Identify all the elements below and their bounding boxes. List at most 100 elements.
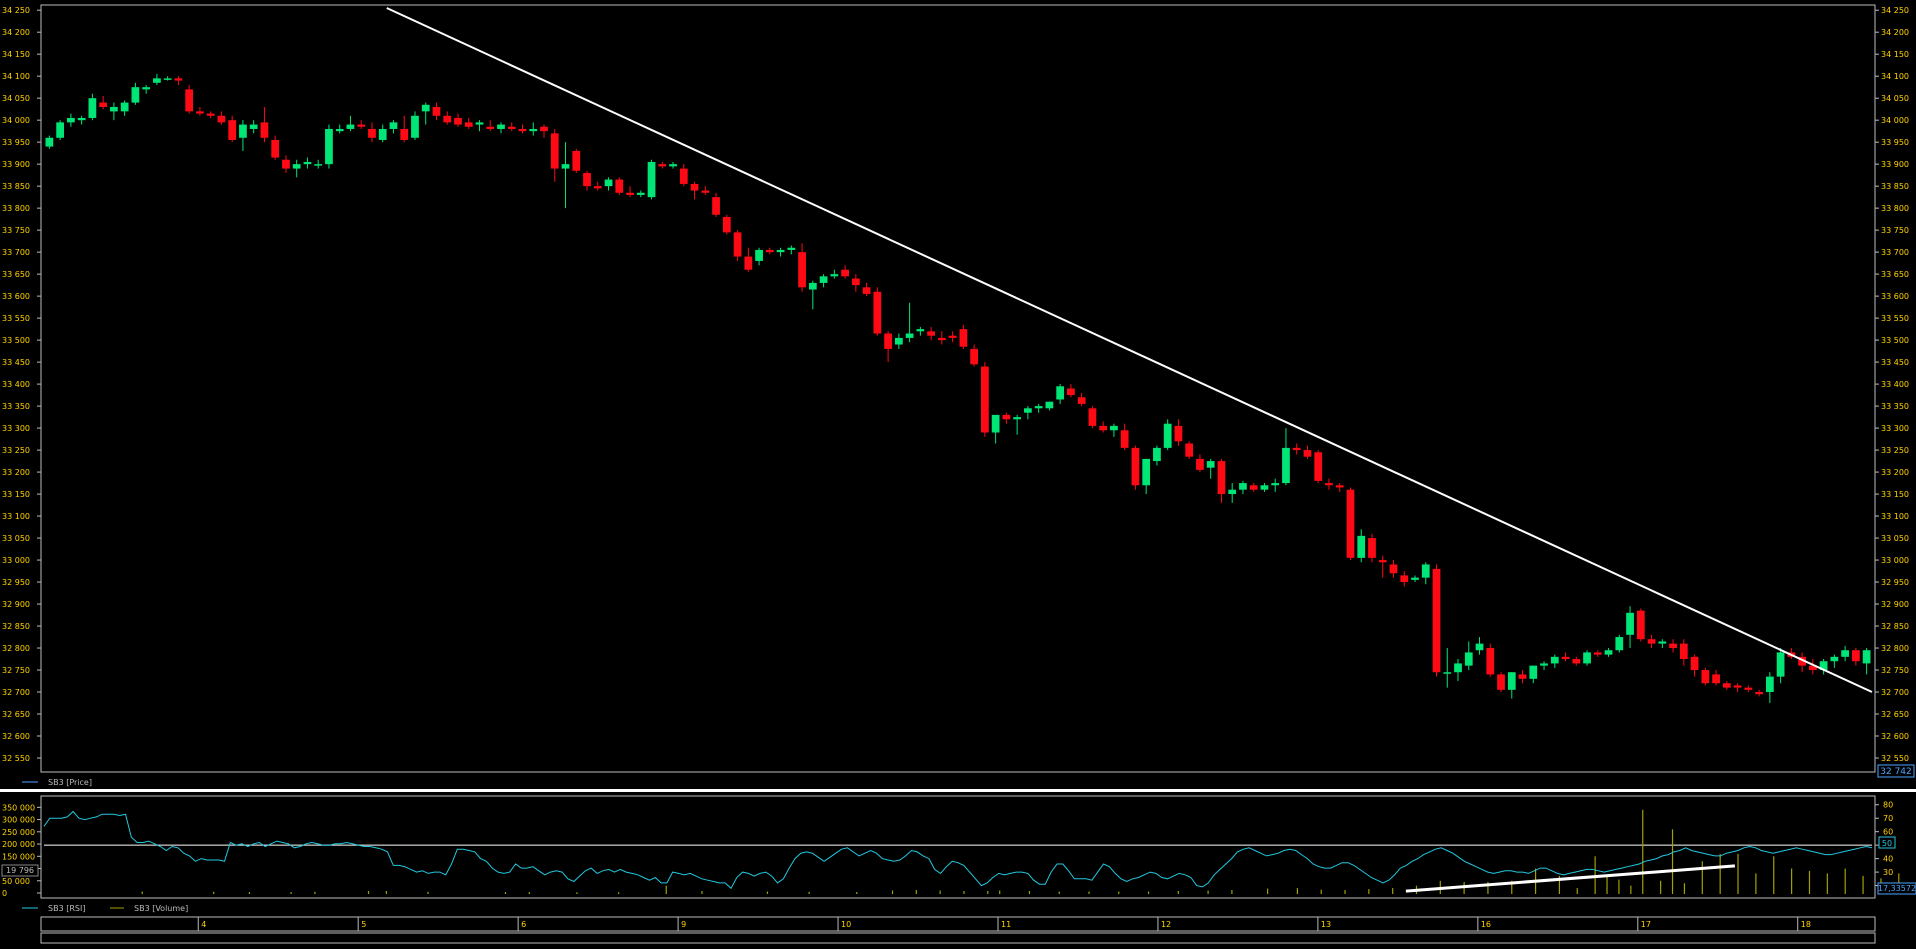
candle xyxy=(798,243,806,292)
candle-body xyxy=(88,98,97,118)
candle xyxy=(916,326,925,336)
candle-body xyxy=(1755,692,1763,695)
price-tick-label-right: 32 700 xyxy=(1881,688,1909,697)
candle xyxy=(153,73,161,85)
candle-body xyxy=(1368,538,1376,558)
candle xyxy=(1626,606,1634,649)
candle xyxy=(120,100,129,116)
price-tick-label-left: 33 500 xyxy=(2,336,30,345)
candle xyxy=(303,157,312,169)
price-tick-label-left: 32 550 xyxy=(2,754,30,763)
candle-body xyxy=(894,337,903,345)
candle xyxy=(1196,454,1204,473)
candle-body xyxy=(841,269,849,277)
candle xyxy=(507,122,516,132)
candle xyxy=(314,159,323,169)
candle xyxy=(67,113,75,127)
candle xyxy=(1851,648,1860,666)
volume-tick-label: 350 000 xyxy=(2,803,35,812)
candle-body xyxy=(1013,417,1022,420)
candle xyxy=(1561,652,1570,662)
candle-body xyxy=(1540,663,1548,666)
candle xyxy=(1722,681,1731,690)
candle xyxy=(1690,654,1699,677)
candle xyxy=(1443,648,1452,688)
candle xyxy=(765,247,774,255)
candle xyxy=(1701,667,1710,686)
candle-body xyxy=(1099,425,1108,431)
price-tick-label-left: 33 250 xyxy=(2,446,30,455)
candle-body xyxy=(45,137,54,147)
candle xyxy=(1679,639,1688,666)
candle xyxy=(454,113,462,127)
price-tick-label-right: 33 100 xyxy=(1881,512,1909,521)
price-legend-label[interactable]: SB3 [Price] xyxy=(48,778,92,787)
candle xyxy=(733,230,742,261)
candle xyxy=(1841,645,1849,662)
candle xyxy=(1099,421,1108,433)
candle-body xyxy=(744,256,753,270)
candle xyxy=(1669,639,1677,653)
price-panel-frame xyxy=(40,4,1876,773)
candle-body xyxy=(927,331,935,336)
price-tick-label-right: 34 150 xyxy=(1881,50,1909,59)
lower-trendline[interactable] xyxy=(1405,864,1736,893)
candle xyxy=(1314,450,1323,484)
candle-body xyxy=(1217,461,1226,495)
candle xyxy=(701,186,710,195)
price-tick-label-left: 32 750 xyxy=(2,666,30,675)
candle-body xyxy=(1045,401,1054,409)
candle-body xyxy=(325,128,333,165)
volume-tick-label: 0 xyxy=(2,889,7,898)
candle-body xyxy=(153,78,161,83)
price-tick-label-right: 34 100 xyxy=(1881,72,1909,81)
candle xyxy=(1454,659,1462,682)
candle-body xyxy=(1314,452,1323,481)
candle-body xyxy=(1518,674,1527,679)
volume-legend-label[interactable]: SB3 [Volume] xyxy=(134,904,188,913)
candle-body xyxy=(110,106,118,112)
candle xyxy=(357,120,366,129)
price-tick-label-left: 33 900 xyxy=(2,160,30,169)
price-tick-label-right: 34 000 xyxy=(1881,116,1909,125)
horizontal-scrollbar[interactable] xyxy=(40,932,1876,944)
candle-body xyxy=(1765,676,1774,693)
candle xyxy=(1034,403,1043,413)
price-tick-label-right: 33 150 xyxy=(1881,490,1909,499)
candle xyxy=(636,190,645,198)
price-tick-label-left: 34 100 xyxy=(2,72,30,81)
candle-body xyxy=(1454,663,1462,673)
candle-body xyxy=(583,172,591,187)
candle xyxy=(163,76,172,81)
price-trendline[interactable] xyxy=(386,7,1873,693)
rsi-value-label: 50 xyxy=(1882,839,1892,848)
candle xyxy=(841,265,849,279)
price-tick-label-left: 32 850 xyxy=(2,622,30,631)
price-tick-label-left: 32 900 xyxy=(2,600,30,609)
candle xyxy=(1776,648,1785,684)
rsi-legend-label[interactable]: SB3 [RSI] xyxy=(48,904,85,913)
candle xyxy=(1088,406,1097,429)
candle-body xyxy=(1034,406,1043,409)
candle xyxy=(56,120,65,140)
candle-body xyxy=(378,128,387,140)
panel-separator[interactable] xyxy=(0,789,1916,792)
candle-body xyxy=(1851,650,1860,662)
candle xyxy=(1464,641,1473,671)
price-tick-label-right: 33 000 xyxy=(1881,556,1909,565)
candle-body xyxy=(830,274,839,277)
candle xyxy=(518,124,527,134)
candle-body xyxy=(131,87,140,103)
price-tick-label-left: 34 250 xyxy=(2,6,30,15)
candle xyxy=(497,122,505,134)
candle xyxy=(1636,608,1645,642)
candle xyxy=(1400,571,1409,587)
left-value-box xyxy=(1,864,39,877)
candle-body xyxy=(1325,483,1333,486)
candle-body xyxy=(1185,443,1194,457)
price-tick-label-right: 32 800 xyxy=(1881,644,1909,653)
candle xyxy=(1712,670,1720,686)
price-tick-label-right: 32 850 xyxy=(1881,622,1909,631)
date-tick-label: 18 xyxy=(1801,920,1811,929)
